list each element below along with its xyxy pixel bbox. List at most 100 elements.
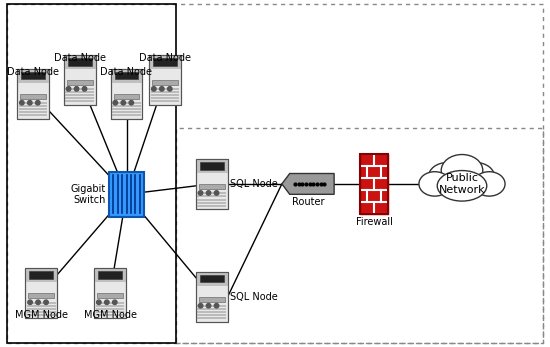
Ellipse shape: [419, 172, 450, 196]
Bar: [94, 268, 126, 319]
Circle shape: [104, 300, 109, 305]
Bar: [65, 100, 94, 102]
Bar: [65, 98, 94, 100]
Circle shape: [36, 101, 40, 105]
Bar: [151, 94, 179, 96]
Text: Public
Network: Public Network: [439, 173, 485, 195]
Circle shape: [214, 191, 219, 195]
Bar: [149, 55, 181, 105]
Circle shape: [214, 304, 219, 308]
Bar: [197, 311, 226, 313]
Bar: [197, 195, 226, 197]
Bar: [151, 88, 179, 90]
Bar: [197, 202, 226, 204]
Bar: [64, 55, 96, 105]
Text: Data Node: Data Node: [101, 67, 152, 77]
Bar: [196, 272, 228, 322]
Text: Data Node: Data Node: [54, 53, 106, 63]
Circle shape: [168, 87, 172, 91]
Bar: [196, 272, 228, 286]
Bar: [27, 314, 56, 316]
Circle shape: [206, 191, 211, 195]
Bar: [96, 314, 124, 316]
Text: SQL Node: SQL Node: [230, 179, 277, 189]
Bar: [65, 91, 94, 93]
Bar: [25, 268, 57, 319]
Bar: [96, 305, 124, 307]
Circle shape: [160, 87, 164, 91]
Ellipse shape: [457, 162, 494, 192]
Circle shape: [113, 300, 117, 305]
Bar: [112, 105, 141, 107]
Bar: [27, 305, 56, 307]
Bar: [27, 311, 56, 313]
Bar: [197, 204, 226, 206]
Ellipse shape: [441, 154, 483, 187]
Polygon shape: [282, 174, 334, 194]
Bar: [25, 268, 57, 319]
Bar: [197, 193, 226, 194]
Bar: [151, 98, 179, 100]
Bar: [96, 302, 124, 304]
Bar: [196, 159, 228, 173]
Bar: [29, 271, 53, 279]
Bar: [19, 102, 47, 104]
Bar: [17, 69, 49, 83]
Bar: [109, 172, 144, 217]
Circle shape: [36, 300, 40, 305]
Bar: [153, 58, 177, 66]
Bar: [197, 198, 226, 201]
Bar: [196, 159, 228, 209]
Bar: [199, 184, 224, 189]
Text: Gigabit
Switch: Gigabit Switch: [70, 184, 106, 205]
Circle shape: [199, 304, 203, 308]
Text: Data Node: Data Node: [139, 53, 191, 63]
Bar: [25, 268, 57, 282]
Text: MGM Node: MGM Node: [15, 310, 68, 320]
Bar: [176, 128, 543, 343]
Bar: [94, 268, 126, 282]
Bar: [360, 154, 388, 214]
Circle shape: [82, 87, 87, 91]
Bar: [17, 69, 49, 119]
Bar: [19, 105, 47, 107]
Bar: [94, 268, 126, 319]
Bar: [19, 111, 47, 113]
Bar: [112, 114, 141, 116]
Circle shape: [74, 87, 79, 91]
Bar: [360, 154, 388, 214]
Bar: [149, 55, 181, 69]
Text: MGM Node: MGM Node: [84, 310, 136, 320]
Text: SQL Node: SQL Node: [230, 292, 277, 302]
Bar: [196, 159, 228, 209]
Bar: [65, 94, 94, 96]
Bar: [111, 69, 142, 119]
Text: Data Node: Data Node: [7, 67, 59, 77]
Circle shape: [97, 300, 101, 305]
Circle shape: [20, 101, 24, 105]
Bar: [149, 55, 181, 105]
Bar: [199, 297, 224, 302]
Circle shape: [44, 300, 48, 305]
Bar: [98, 271, 122, 279]
Bar: [68, 58, 92, 66]
Bar: [19, 108, 47, 110]
Circle shape: [67, 87, 71, 91]
Text: Router: Router: [292, 197, 324, 207]
Bar: [112, 111, 141, 113]
Bar: [114, 72, 139, 79]
Circle shape: [28, 101, 32, 105]
Circle shape: [152, 87, 156, 91]
Bar: [151, 91, 179, 93]
Bar: [27, 308, 56, 310]
Circle shape: [121, 101, 125, 105]
Bar: [21, 72, 45, 79]
Ellipse shape: [428, 162, 466, 192]
Bar: [111, 69, 142, 119]
Bar: [196, 272, 228, 322]
Circle shape: [113, 101, 118, 105]
Bar: [96, 308, 124, 310]
Circle shape: [28, 300, 32, 305]
Bar: [114, 94, 139, 99]
Bar: [65, 88, 94, 90]
